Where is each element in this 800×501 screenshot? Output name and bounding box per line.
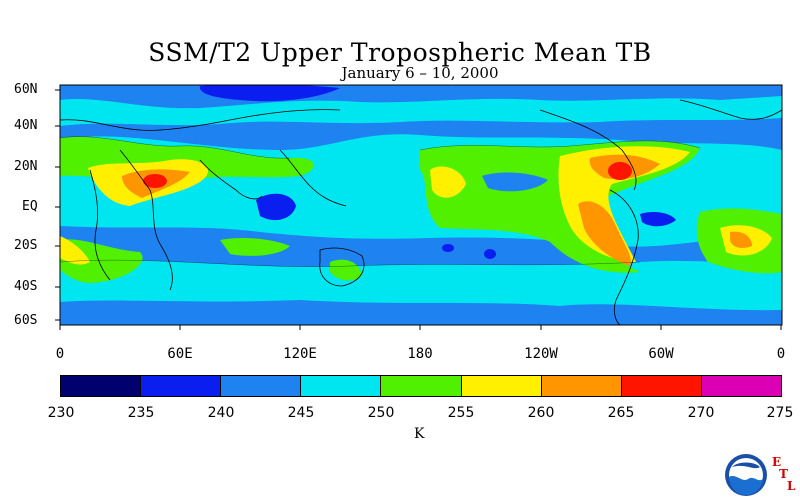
- colorbar-cell: [141, 376, 222, 396]
- field-green-io: [220, 238, 290, 256]
- map-field: [60, 85, 782, 325]
- coastlines: [60, 99, 782, 325]
- lon-label-180: 180: [407, 346, 433, 362]
- lon-label-60e: 60E: [167, 346, 193, 362]
- field-red-west: [143, 174, 167, 188]
- colorbar-cell: [701, 376, 781, 396]
- lat-label-60s: 60S: [14, 313, 38, 328]
- field-blue-arctic: [199, 85, 340, 102]
- lon-label-120e: 120E: [283, 346, 317, 362]
- field-orange-south: [578, 201, 631, 266]
- colorbar-cell: [541, 376, 622, 396]
- lat-label-60n: 60N: [14, 82, 38, 97]
- colorbar-tick: 255: [447, 405, 475, 421]
- field-blue-spot: [442, 244, 454, 252]
- colorbar-tick: 270: [687, 405, 715, 421]
- axis-ticks: [55, 89, 782, 330]
- colorbar-cell: [621, 376, 702, 396]
- colorbar-tick: 240: [207, 405, 235, 421]
- field-orange-sa: [730, 231, 752, 248]
- field-yellow-africa: [60, 236, 90, 265]
- colorbar-tick: 260: [527, 405, 555, 421]
- colorbar-cell: [461, 376, 542, 396]
- lat-label-20s: 20S: [14, 238, 38, 253]
- field-yellow-pacific: [430, 166, 466, 198]
- colorbar-cell: [61, 376, 142, 396]
- noaa-emblem-icon: [725, 454, 767, 496]
- lon-label-0-east: 0: [776, 346, 786, 362]
- lon-label-120w: 120W: [524, 346, 558, 362]
- etl-letter-t: T: [779, 467, 788, 481]
- map-frame: [59, 84, 783, 326]
- lon-label-0: 0: [55, 346, 65, 362]
- field-blue-indonesia: [256, 193, 296, 221]
- colorbar-tick: 230: [47, 405, 75, 421]
- etl-letter-e: E: [772, 455, 782, 469]
- lon-label-60w: 60W: [648, 346, 674, 362]
- lat-label-eq: EQ: [22, 199, 38, 214]
- lat-label-20n: 20N: [14, 159, 38, 174]
- chart-title: SSM/T2 Upper Tropospheric Mean TB: [148, 38, 652, 67]
- lat-label-40n: 40N: [14, 118, 38, 133]
- colorbar-cell: [381, 376, 462, 396]
- field-blue-pacific: [482, 172, 548, 192]
- colorbar-tick: 265: [607, 405, 635, 421]
- noaa-logo: E T L: [724, 453, 795, 501]
- lat-label-40s: 40S: [14, 279, 38, 294]
- field-southern-band: [60, 260, 782, 311]
- etl-letter-l: L: [787, 479, 796, 493]
- colorbar-tick: 275: [766, 405, 794, 421]
- field-blue-spot-2: [484, 249, 496, 259]
- field-blue-atlantic: [640, 212, 676, 227]
- field-red-americas: [608, 162, 632, 180]
- colorbar-unit: K: [414, 426, 425, 442]
- field-northern-band: [60, 96, 782, 126]
- colorbar-tick: 245: [287, 405, 315, 421]
- colorbar-tick: 250: [367, 405, 395, 421]
- colorbar: [60, 375, 782, 397]
- chart-subtitle: January 6 – 10, 2000: [341, 64, 499, 82]
- colorbar-tick: 235: [127, 405, 155, 421]
- field-green-aus: [330, 259, 362, 281]
- colorbar-cell: [221, 376, 302, 396]
- contour-lines: [60, 136, 701, 267]
- colorbar-cell: [301, 376, 382, 396]
